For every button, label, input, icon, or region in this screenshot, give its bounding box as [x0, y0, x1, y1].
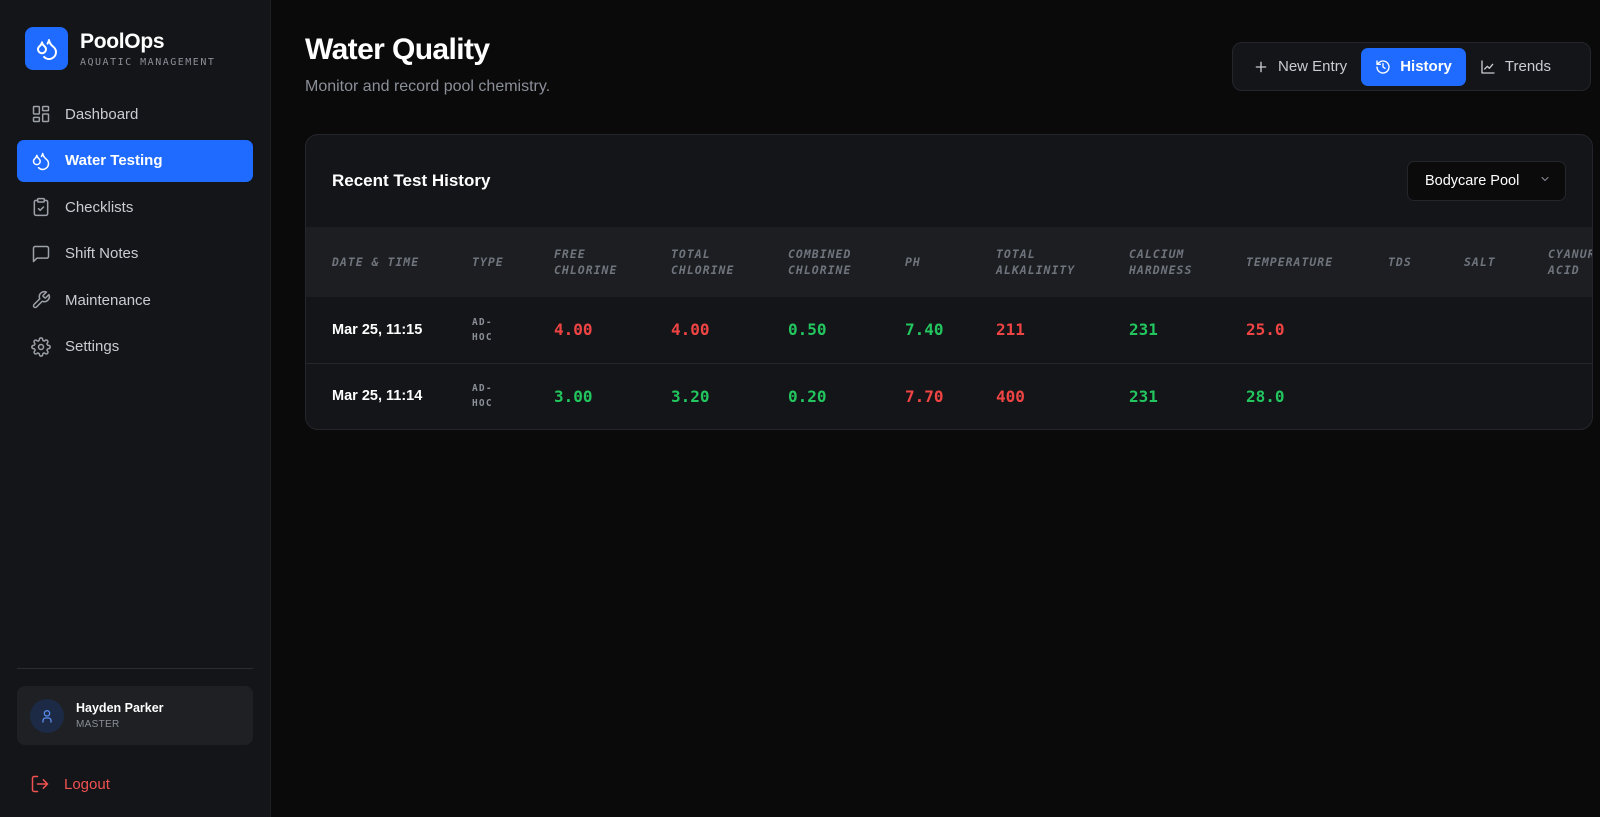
sidebar-item-label: Dashboard	[65, 105, 139, 123]
plus-icon	[1253, 59, 1269, 75]
history-card: Recent Test History Bodycare Pool DATE &…	[305, 134, 1593, 430]
sidebar-item-shift-notes[interactable]: Shift Notes	[17, 233, 253, 275]
col-type[interactable]: TYPE	[472, 255, 504, 269]
cell-combined-chlorine: 0.20	[788, 386, 827, 406]
message-square-icon	[31, 244, 51, 264]
col-cyanuric-acid[interactable]: CYANURIC ACID	[1548, 247, 1592, 277]
sidebar-footer: Hayden Parker MASTER Logout	[17, 668, 253, 817]
wrench-icon	[31, 290, 51, 310]
logout-icon	[30, 774, 50, 794]
user-role: MASTER	[76, 719, 120, 730]
cell-total-alkalinity: 211	[996, 320, 1025, 340]
sidebar: PoolOps AQUATIC MANAGEMENT Dashboard Wat…	[0, 0, 271, 817]
cell-ph: 7.40	[905, 320, 944, 340]
user-card[interactable]: Hayden Parker MASTER	[17, 686, 253, 745]
cell-ph: 7.70	[905, 386, 944, 406]
logout-label: Logout	[64, 775, 110, 793]
tab-trends[interactable]: Trends	[1466, 48, 1565, 86]
main-content: Water Quality Monitor and record pool ch…	[271, 0, 1600, 817]
cell-date-time: Mar 25, 11:15	[332, 321, 423, 338]
cell-type: AD- HOC	[472, 316, 493, 343]
tab-new-entry[interactable]: New Entry	[1239, 48, 1361, 86]
avatar	[30, 698, 64, 733]
cell-tds	[1388, 297, 1464, 363]
col-total-alkalinity[interactable]: TOTAL ALKALINITY	[996, 247, 1076, 277]
sidebar-item-label: Water Testing	[65, 152, 163, 169]
cell-salt	[1464, 297, 1548, 363]
user-name: Hayden Parker	[76, 701, 164, 715]
sidebar-item-dashboard[interactable]: Dashboard	[17, 93, 253, 135]
gear-icon	[31, 336, 51, 357]
col-tds[interactable]: TDS	[1388, 255, 1412, 269]
cell-free-chlorine: 3.00	[554, 386, 593, 406]
cell-salt	[1464, 363, 1548, 429]
chevron-down-icon	[1539, 173, 1551, 189]
cell-total-chlorine: 3.20	[671, 386, 710, 406]
brand-subtitle: AQUATIC MANAGEMENT	[80, 56, 216, 68]
brand-name: PoolOps	[80, 29, 165, 53]
sidebar-item-maintenance[interactable]: Maintenance	[17, 279, 253, 321]
view-tabs: New Entry History Trends	[1232, 42, 1591, 91]
page-subtitle: Monitor and record pool chemistry.	[305, 78, 551, 95]
cell-date-time: Mar 25, 11:14	[332, 388, 423, 405]
brand[interactable]: PoolOps AQUATIC MANAGEMENT	[0, 0, 270, 80]
sidebar-item-label: Shift Notes	[65, 245, 139, 262]
cell-temperature: 25.0	[1246, 320, 1285, 340]
tab-history[interactable]: History	[1361, 47, 1466, 86]
history-table: DATE & TIME TYPE FREE CHLORINE TOTAL CHL…	[306, 227, 1592, 429]
col-ph[interactable]: PH	[905, 255, 921, 269]
divider	[17, 668, 253, 669]
cell-type: AD- HOC	[472, 383, 493, 410]
pool-select[interactable]: Bodycare Pool	[1407, 161, 1566, 201]
cell-tds	[1388, 363, 1464, 429]
clipboard-check-icon	[31, 197, 51, 217]
sidebar-nav: Dashboard Water Testing Checklists Shift…	[0, 93, 270, 372]
cell-cyanuric-acid	[1548, 297, 1592, 363]
user-icon	[42, 709, 52, 723]
logout-button[interactable]: Logout	[17, 763, 253, 805]
table-row[interactable]: Mar 25, 11:14 AD- HOC 3.00 3.20 0.20 7.70 400 2…	[306, 363, 1592, 429]
line-chart-icon	[1480, 59, 1496, 75]
cell-calcium-hardness: 231	[1129, 386, 1158, 406]
sidebar-item-checklists[interactable]: Checklists	[17, 186, 253, 228]
tab-label: New Entry	[1278, 58, 1348, 75]
table-row[interactable]: Mar 25, 11:15 AD- HOC 4.00 4.00 0.50 7.40 211 2…	[306, 297, 1592, 363]
sidebar-item-label: Checklists	[65, 198, 134, 216]
cell-cyanuric-acid	[1548, 363, 1592, 429]
table-header-row: DATE & TIME TYPE FREE CHLORINE TOTAL CHL…	[306, 227, 1592, 297]
col-calcium-hardness[interactable]: CALCIUM HARDNESS	[1129, 247, 1193, 277]
cell-free-chlorine: 4.00	[554, 320, 593, 340]
cell-total-alkalinity: 400	[996, 386, 1025, 406]
pool-select-value: Bodycare Pool	[1425, 173, 1520, 189]
card-title: Recent Test History	[332, 171, 491, 190]
col-temperature[interactable]: TEMPERATURE	[1246, 255, 1334, 269]
cell-calcium-hardness: 231	[1129, 320, 1158, 340]
page-title: Water Quality	[305, 33, 490, 66]
droplets-icon	[25, 27, 68, 70]
tab-label: History	[1400, 58, 1452, 75]
col-combined-chlorine[interactable]: COMBINED CHLORINE	[788, 247, 852, 277]
col-total-chlorine[interactable]: TOTAL CHLORINE	[671, 247, 735, 277]
cell-combined-chlorine: 0.50	[788, 320, 827, 340]
col-free-chlorine[interactable]: FREE CHLORINE	[554, 247, 618, 277]
grid-icon	[31, 104, 51, 124]
sidebar-item-label: Settings	[65, 338, 120, 355]
cell-total-chlorine: 4.00	[671, 320, 710, 340]
tab-label: Trends	[1504, 58, 1552, 75]
cell-temperature: 28.0	[1246, 386, 1285, 406]
sidebar-item-settings[interactable]: Settings	[17, 326, 253, 368]
history-icon	[1375, 59, 1391, 75]
sidebar-item-label: Maintenance	[65, 291, 151, 309]
col-date-time[interactable]: DATE & TIME	[332, 255, 420, 269]
droplets-icon	[31, 151, 51, 171]
sidebar-item-water-testing[interactable]: Water Testing	[17, 139, 253, 182]
col-salt[interactable]: SALT	[1464, 255, 1496, 269]
